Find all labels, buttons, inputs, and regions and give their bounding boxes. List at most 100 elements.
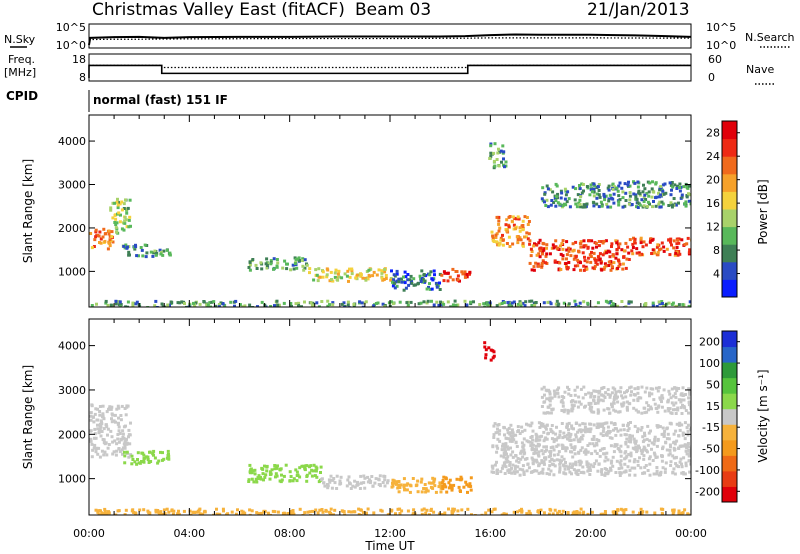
heat-cell-7 <box>672 467 676 471</box>
heat-cell-8 <box>657 386 661 390</box>
heat-cell-9 <box>396 507 400 511</box>
heat-cell-4 <box>354 276 358 280</box>
heat-cell-1 <box>156 461 160 465</box>
heat-cell-9 <box>587 239 591 243</box>
heat-cell-7 <box>639 449 643 453</box>
heat-cell-7 <box>514 454 518 458</box>
heat-cell-7 <box>606 458 610 462</box>
nave-line <box>89 64 691 69</box>
heat-cell-0 <box>115 407 119 411</box>
heat-cell-7 <box>544 457 548 461</box>
heat-cell-8 <box>504 223 508 227</box>
heat-cell-4 <box>365 270 369 273</box>
heat-cell-9 <box>440 513 444 515</box>
heat-cell-10 <box>635 251 639 255</box>
heat-cell-5 <box>391 284 395 288</box>
heat-cell-11 <box>596 185 600 189</box>
heat-cell-7 <box>615 443 619 447</box>
heat-cell-7 <box>607 469 611 473</box>
heat-cell-4 <box>333 275 337 279</box>
heat-cell-2 <box>135 254 139 258</box>
heat-cell-11 <box>578 203 582 206</box>
heat-cell-7 <box>550 458 554 462</box>
heat-cell-3 <box>255 267 259 270</box>
heat-cell-12 <box>198 302 202 306</box>
heat-cell-0 <box>92 415 95 419</box>
heat-cell-9 <box>579 261 582 265</box>
heat-cell-2 <box>275 474 279 478</box>
heat-cell-4 <box>321 275 325 279</box>
heat-cell-9 <box>177 512 181 515</box>
heat-cell-9 <box>230 510 234 514</box>
heat-cell-7 <box>497 164 501 168</box>
heat-cell-7 <box>508 461 512 464</box>
heat-cell-11 <box>566 190 570 194</box>
heat-cell-7 <box>521 468 525 472</box>
heat-cell-7 <box>525 457 529 460</box>
heat-cell-11 <box>610 196 614 200</box>
heat-cell-12 <box>391 302 395 306</box>
heat-cell-3 <box>362 481 366 485</box>
heat-cell-5 <box>392 273 396 277</box>
heat-cell-9 <box>138 508 142 512</box>
heat-cell-7 <box>624 450 628 454</box>
heat-cell-7 <box>561 445 565 449</box>
heat-cell-2 <box>261 467 265 471</box>
heat-cell-8 <box>495 215 499 219</box>
heat-cell-7 <box>577 468 581 472</box>
heat-cell-0 <box>108 405 112 409</box>
heat-cell-11 <box>597 193 601 197</box>
heat-cell-7 <box>590 437 594 441</box>
nsearch-label: N.Search <box>745 31 795 44</box>
heat-cell-5 <box>441 484 445 488</box>
colorbar-frame <box>721 120 738 298</box>
heat-cell-0 <box>112 419 116 423</box>
heat-cell-3 <box>335 474 339 478</box>
heat-cell-12 <box>119 305 123 307</box>
heat-cell-0 <box>89 411 93 415</box>
heat-cell-7 <box>514 433 518 437</box>
heat-cell-7 <box>680 471 684 475</box>
heat-cell-7 <box>555 425 558 429</box>
heat-cell-7 <box>672 456 676 460</box>
heat-cell-7 <box>582 428 585 432</box>
heat-cell-0 <box>98 241 101 244</box>
heat-cell-7 <box>626 429 630 432</box>
heat-cell-7 <box>493 463 497 467</box>
heat-cell-9 <box>687 513 691 515</box>
heat-cell-11 <box>670 205 674 209</box>
heat-cell-0 <box>108 234 112 238</box>
heat-cell-8 <box>672 403 676 407</box>
heat-cell-6 <box>448 275 452 279</box>
heat-cell-8 <box>589 409 593 412</box>
heat-cell-12 <box>205 305 209 307</box>
heat-cell-7 <box>579 448 583 452</box>
heat-cell-3 <box>248 268 252 272</box>
heat-cell-2 <box>291 479 295 483</box>
heat-cell-7 <box>564 464 568 468</box>
heat-cell-9 <box>637 513 640 515</box>
heat-cell-12 <box>192 301 195 305</box>
heat-cell-4 <box>369 267 373 271</box>
heat-cell-7 <box>675 422 679 426</box>
heat-cell-11 <box>659 205 663 209</box>
x-tick-label: 04:00 <box>173 527 205 540</box>
heat-cell-8 <box>634 408 638 412</box>
heat-cell-7 <box>516 465 520 469</box>
heat-cell-0 <box>118 450 122 454</box>
heat-cell-7 <box>563 467 567 471</box>
velocity-colorbar-label: Velocity [m s⁻¹] <box>756 369 770 462</box>
heat-cell-11 <box>543 200 546 204</box>
heat-cell-11 <box>580 191 584 195</box>
heat-cell-3 <box>265 264 269 267</box>
heat-cell-9 <box>615 248 619 251</box>
heat-cell-11 <box>545 184 549 188</box>
heat-cell-0 <box>116 404 120 408</box>
heat-cell-9 <box>545 252 549 256</box>
heat-cell-7 <box>515 470 519 474</box>
heat-cell-8 <box>636 399 640 403</box>
heat-cell-9 <box>579 245 583 249</box>
heat-cell-7 <box>652 451 656 455</box>
heat-cell-3 <box>303 266 307 270</box>
heat-cell-9 <box>259 511 263 515</box>
